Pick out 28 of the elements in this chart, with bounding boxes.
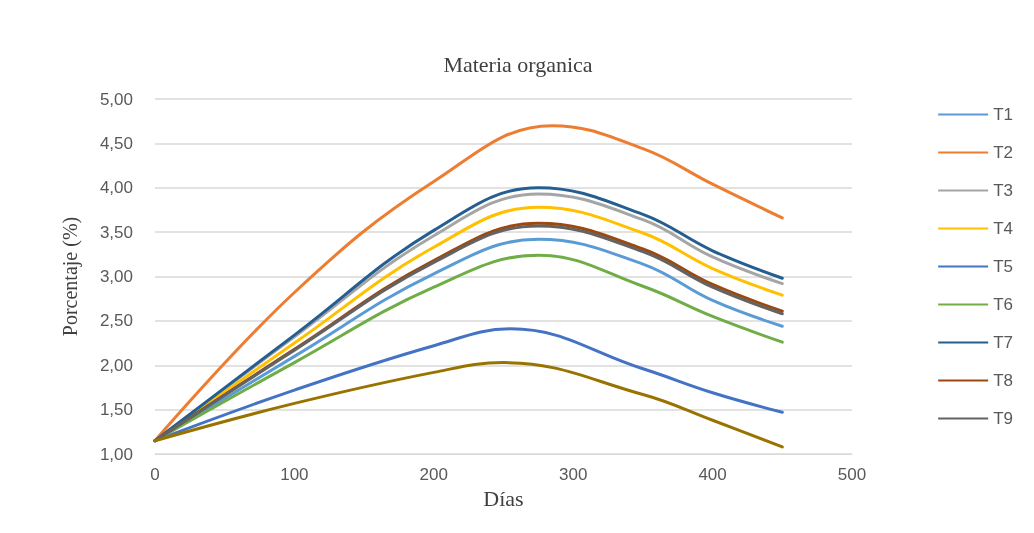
legend-label: T3 xyxy=(993,181,1013,200)
legend-label: T4 xyxy=(993,219,1013,238)
legend-label: T1 xyxy=(993,105,1013,124)
legend-label: T2 xyxy=(993,143,1013,162)
y-tick-label: 2,00 xyxy=(99,355,133,375)
legend-label: T9 xyxy=(993,409,1013,428)
line-series xyxy=(153,361,784,449)
chart-title: Materia organica xyxy=(443,51,593,77)
legend-label: T5 xyxy=(993,257,1013,276)
y-axis-title: Porcentaje (%) xyxy=(59,216,82,337)
x-tick-label: 500 xyxy=(837,465,867,484)
y-tick-label: 3,50 xyxy=(99,222,133,242)
x-tick-label: 100 xyxy=(280,465,309,484)
x-tick-label: 200 xyxy=(419,465,448,484)
y-tick-label: 1,50 xyxy=(99,400,133,420)
y-tick-label: 4,50 xyxy=(99,133,133,153)
x-axis-title: Días xyxy=(483,486,524,512)
legend-label: T7 xyxy=(993,333,1013,352)
y-tick-label: 5,00 xyxy=(99,89,133,109)
y-tick-label: 2,50 xyxy=(99,311,133,331)
x-tick-label: 300 xyxy=(559,465,588,484)
legend-label: T8 xyxy=(993,371,1013,390)
x-tick-label: 0 xyxy=(150,465,160,484)
x-tick-label: 400 xyxy=(698,465,727,484)
y-tick-label: 1,00 xyxy=(99,444,133,464)
y-tick-label: 4,00 xyxy=(99,178,133,198)
legend-label: T6 xyxy=(993,295,1013,314)
y-tick-label: 3,00 xyxy=(99,267,133,286)
